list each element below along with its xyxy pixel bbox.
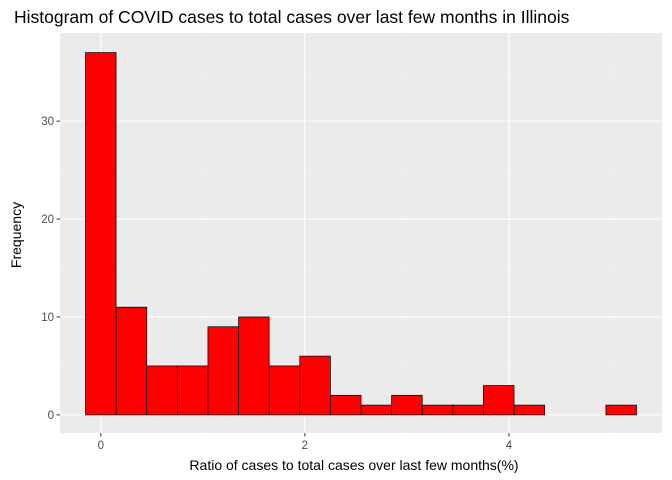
histogram-bars [85, 52, 637, 416]
histogram-bar [146, 365, 178, 416]
x-tick-label: 0 [98, 440, 104, 452]
histogram-bar [268, 365, 301, 416]
histogram-bar [605, 404, 637, 416]
x-tick-label: 4 [506, 440, 513, 452]
histogram-bar [238, 316, 270, 416]
x-axis: 0 2 4 [98, 433, 513, 452]
y-tick-label: 0 [48, 410, 54, 422]
y-tick-label: 20 [41, 214, 54, 226]
histogram-bar [176, 365, 209, 416]
histogram-bar [330, 394, 362, 416]
x-tick-label: 2 [302, 440, 308, 452]
y-axis-title: Frequency [8, 202, 24, 268]
x-axis-title: Ratio of cases to total cases over last … [189, 457, 518, 473]
histogram-bar [207, 326, 239, 416]
y-axis: 0 10 20 30 [41, 116, 60, 422]
histogram-bar [360, 404, 392, 416]
y-tick-label: 30 [41, 116, 54, 128]
plot-panel [60, 33, 662, 433]
histogram-bar [452, 404, 484, 416]
histogram-bar [299, 355, 331, 416]
y-tick-label: 10 [41, 312, 54, 324]
histogram-bar [421, 404, 454, 416]
histogram-bar [85, 52, 117, 416]
histogram-bar [391, 394, 423, 416]
histogram-bar [513, 404, 546, 416]
histogram-bar [115, 306, 148, 416]
histogram-bar [483, 385, 515, 416]
chart-title: Histogram of COVID cases to total cases … [14, 7, 570, 27]
